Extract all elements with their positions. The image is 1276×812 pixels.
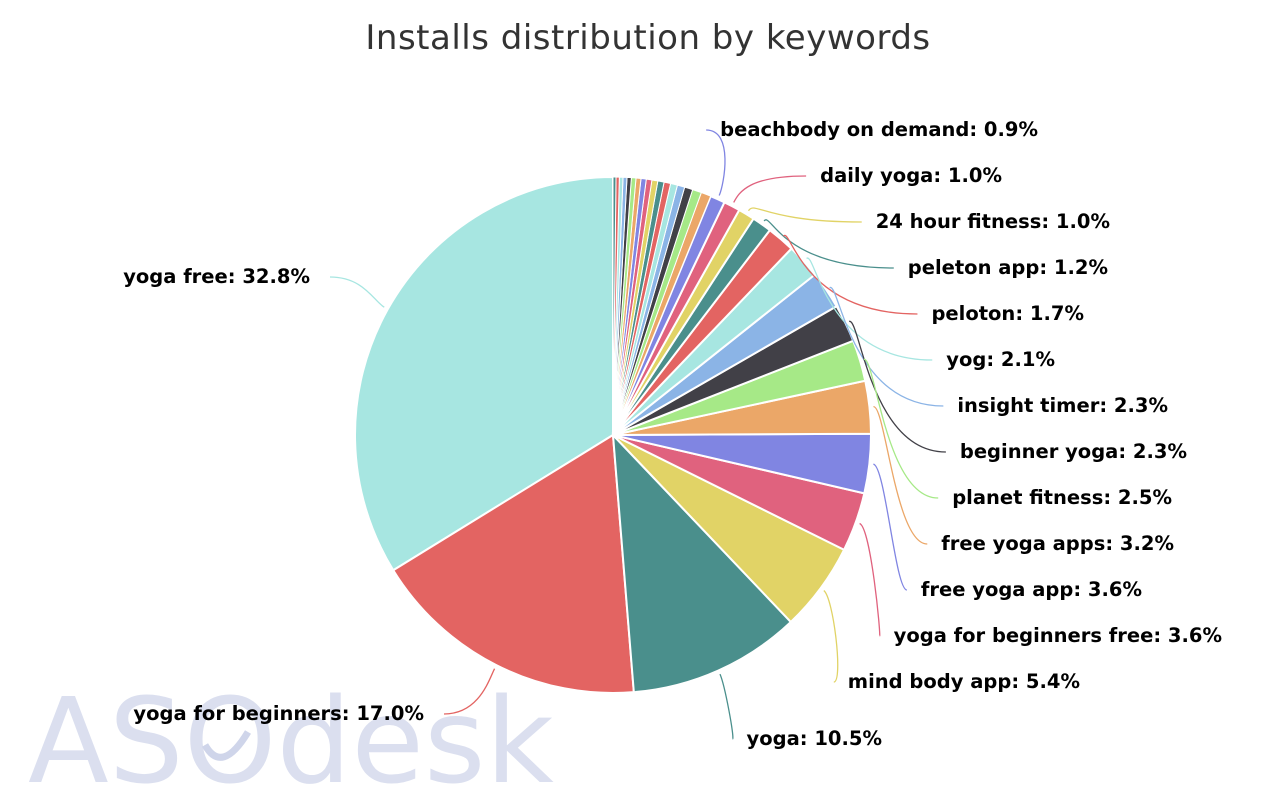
slice-label-planet-fitness: planet fitness: 2.5% — [952, 486, 1172, 509]
connector-yog — [806, 257, 933, 361]
slice-label-24-hour-fitness: 24 hour fitness: 1.0% — [876, 210, 1110, 233]
slice-label-peleton-app: peleton app: 1.2% — [908, 256, 1108, 279]
chart-title: Installs distribution by keywords — [365, 18, 931, 58]
watermark-text: ASOdesk — [28, 672, 554, 810]
connector-beginner-yoga — [848, 320, 946, 453]
slice-label-peloton: peloton: 1.7% — [931, 302, 1084, 325]
connector-beachbody-on-demand — [706, 129, 726, 196]
slice-label-daily-yoga: daily yoga: 1.0% — [820, 164, 1002, 187]
connector-24-hour-fitness — [747, 207, 862, 223]
slice-label-yoga: yoga: 10.5% — [747, 727, 882, 750]
connector-yoga — [719, 673, 734, 740]
slice-label-yog: yog: 2.1% — [946, 348, 1055, 371]
slice-label-beginner-yoga: beginner yoga: 2.3% — [960, 440, 1187, 463]
watermark-logo: ASOdesk — [28, 672, 554, 810]
connector-free-yoga-apps — [872, 406, 928, 545]
slice-label-free-yoga-apps: free yoga apps: 3.2% — [941, 532, 1174, 555]
slice-label-yoga-for-beginners-free: yoga for beginners free: 3.6% — [894, 624, 1222, 647]
connector-yoga-for-beginners-free — [859, 522, 881, 637]
slice-label-yoga-for-beginners: yoga for beginners: 17.0% — [133, 702, 424, 725]
slice-label-free-yoga-app: free yoga app: 3.6% — [921, 578, 1142, 601]
slice-label-mind-body-app: mind body app: 5.4% — [848, 670, 1080, 693]
connector-yoga-free — [329, 276, 385, 308]
connector-planet-fitness — [863, 358, 939, 499]
slice-label-insight-timer: insight timer: 2.3% — [957, 394, 1168, 417]
connector-free-yoga-app — [872, 463, 908, 591]
slice-label-beachbody-on-demand: beachbody on demand: 0.9% — [720, 118, 1038, 141]
pie-slice-minor[interactable] — [612, 176, 617, 436]
pie-slice-yoga-for-beginners[interactable] — [391, 433, 635, 694]
watermark-check-mark — [201, 730, 251, 761]
connector-peloton — [783, 234, 918, 315]
connector-insight-timer — [829, 287, 944, 407]
pie-slice-yoga[interactable] — [611, 432, 793, 694]
slice-label-yoga-free: yoga free: 32.8% — [123, 265, 310, 288]
connector-daily-yoga — [733, 175, 807, 203]
connector-mind-body-app — [823, 590, 839, 683]
connector-yoga-for-beginners — [443, 668, 496, 715]
pie-slice-yoga-free[interactable] — [354, 175, 614, 572]
